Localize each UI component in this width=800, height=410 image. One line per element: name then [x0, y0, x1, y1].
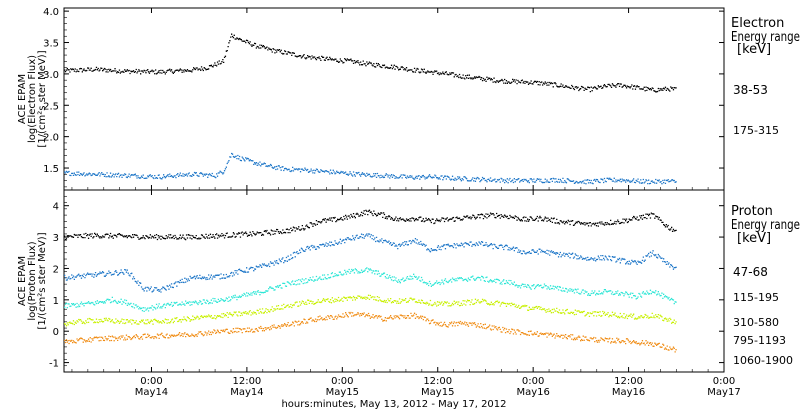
x-tick-date-1: May14	[230, 387, 263, 398]
x-tick-date-0: May14	[135, 387, 168, 398]
x-tick-time-1: 12:00	[232, 376, 261, 387]
y-tick-label-0-0: 1.5	[43, 164, 59, 175]
legend-entry-0-0: 38-53	[733, 83, 768, 97]
y-tick-label-0-5: 4.0	[43, 7, 59, 18]
x-tick-time-3: 12:00	[423, 376, 452, 387]
proton-panel-frame	[63, 189, 725, 373]
series-0-1	[64, 152, 677, 185]
x-tick-time-0: 0:00	[140, 376, 162, 387]
legend-entry-1-2: 310-580	[733, 316, 779, 329]
proton-legend-title-3: [keV]	[737, 231, 771, 246]
electron-ylabel: ACE EPAM log(Electron Flux) [1/(cm²s ste…	[17, 50, 48, 147]
x-tick-date-3: May15	[421, 387, 454, 398]
electron-legend-title-1: Electron	[731, 16, 784, 31]
series-0-0	[64, 33, 677, 93]
legend-entry-0-1: 175-315	[733, 124, 779, 137]
series-1-1	[64, 233, 677, 293]
legend-entry-1-0: 47-68	[733, 265, 768, 279]
proton-legend-title-2: Energy range	[731, 218, 800, 233]
y-tick-label-1-5: 4	[53, 202, 59, 213]
electron-legend: Electron Energy range [keV]	[731, 16, 800, 57]
proton-ylabel-line-3: [1/(cm²s ster MeV)]	[37, 232, 48, 329]
series-1-3	[64, 294, 677, 327]
proton-ylabel-line-1: ACE EPAM	[17, 256, 28, 306]
proton-legend-title-1: Proton	[731, 204, 773, 219]
electron-legend-title-3: [keV]	[737, 42, 771, 57]
legend-entry-1-4: 1060-1900	[733, 354, 793, 367]
y-tick-label-1-0: -1	[49, 359, 59, 370]
x-tick-date-2: May15	[326, 387, 359, 398]
x-axis-title: hours:minutes, May 13, 2012 - May 17, 20…	[281, 399, 506, 410]
proton-ylabel-line-2: log(Proton Flux)	[27, 241, 38, 320]
y-tick-label-0-4: 3.5	[43, 39, 59, 50]
legend-entry-1-1: 115-195	[733, 291, 779, 304]
y-tick-label-1-4: 3	[53, 233, 59, 244]
electron-ylabel-line-1: ACE EPAM	[17, 74, 28, 124]
electron-legend-title-2: Energy range	[731, 30, 800, 45]
x-tick-date-6: May17	[707, 387, 740, 398]
x-tick-date-4: May16	[516, 387, 549, 398]
y-tick-label-0-3: 3.0	[43, 70, 59, 81]
proton-legend: Proton Energy range [keV]	[731, 204, 800, 246]
electron-ylabel-line-2: log(Electron Flux)	[27, 55, 38, 143]
series-1-0	[64, 209, 677, 241]
x-tick-date-5: May16	[612, 387, 645, 398]
series-1-4	[64, 311, 677, 353]
electron-ylabel-line-3: [1/(cm²s ster MeV)]	[37, 50, 48, 147]
y-tick-label-0-2: 2.5	[43, 101, 59, 112]
x-tick-time-2: 0:00	[331, 376, 353, 387]
proton-ylabel: ACE EPAM log(Proton Flux) [1/(cm²s ster …	[17, 232, 48, 329]
x-tick-time-5: 12:00	[614, 376, 643, 387]
electron-panel-frame	[63, 7, 725, 191]
y-tick-label-1-3: 2	[53, 264, 59, 275]
y-tick-label-1-2: 1	[53, 296, 59, 307]
x-tick-time-4: 0:00	[522, 376, 544, 387]
y-tick-label-1-1: 0	[53, 327, 59, 338]
series-1-2	[64, 267, 677, 313]
x-tick-time-6: 0:00	[713, 376, 735, 387]
legend-entry-1-3: 795-1193	[733, 334, 786, 347]
chart-marks: 1.5 2.0 2.5 3.0 3.5 4.0 38-53 175-315 -1 0 1 2 3 4 47-…	[43, 7, 793, 398]
y-tick-label-0-1: 2.0	[43, 133, 59, 144]
